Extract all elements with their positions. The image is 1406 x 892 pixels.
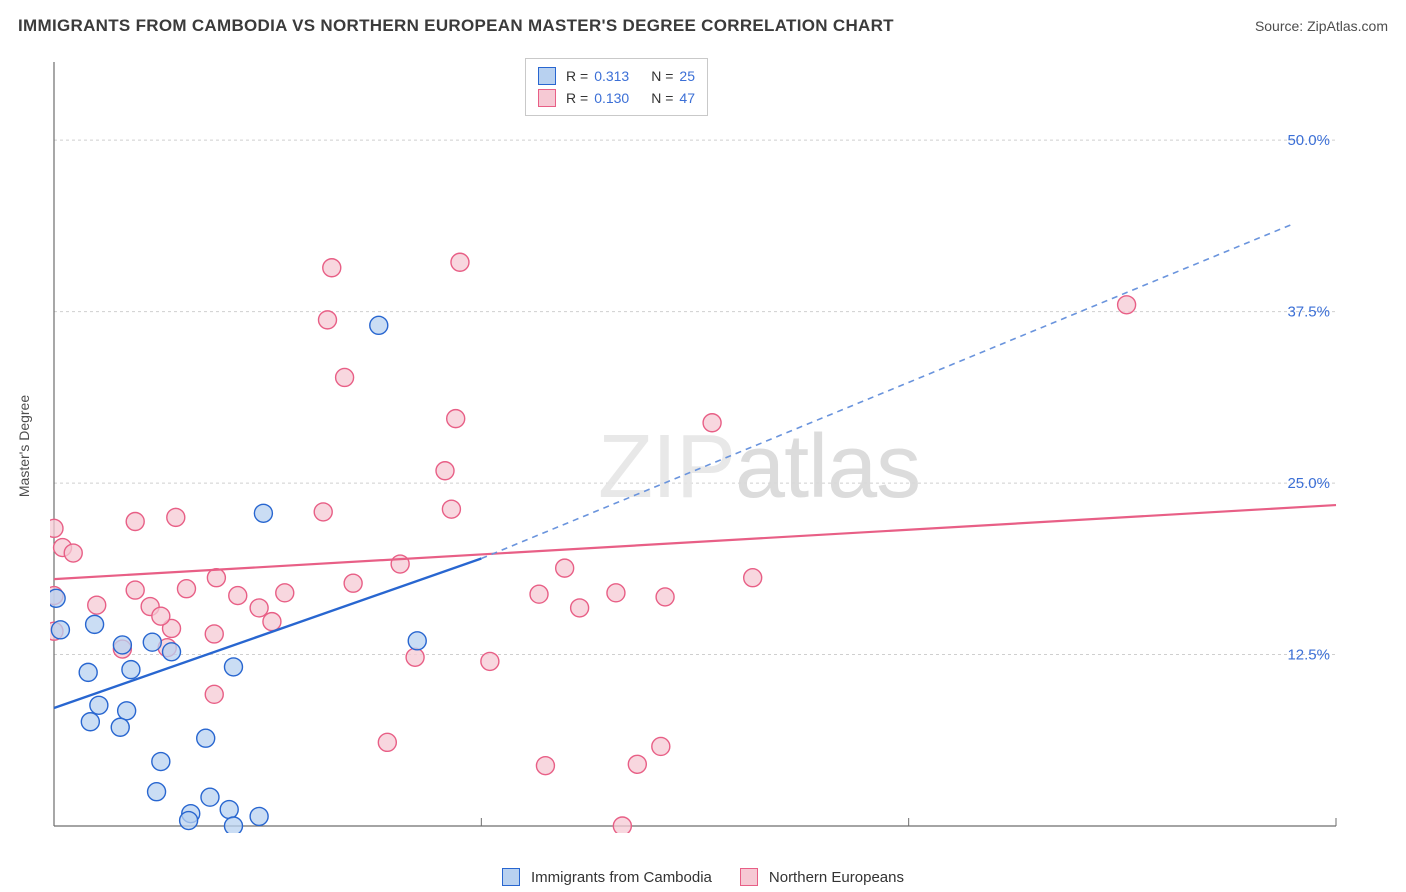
chart-area: ZIPatlas50.0%37.5%25.0%12.5%0.0%60.0%	[50, 58, 1340, 833]
r-label: R =	[566, 65, 588, 87]
legend-label: Northern Europeans	[769, 869, 904, 886]
n-value: 25	[679, 65, 695, 87]
swatch-blue-icon	[502, 868, 520, 886]
point-series-b	[344, 574, 362, 592]
point-series-b	[744, 569, 762, 587]
point-series-b	[451, 253, 469, 271]
scatter-plot: ZIPatlas50.0%37.5%25.0%12.5%0.0%60.0%	[50, 58, 1340, 833]
point-series-b	[205, 625, 223, 643]
point-series-b	[152, 607, 170, 625]
point-series-b	[126, 512, 144, 530]
point-series-b	[336, 368, 354, 386]
point-series-b	[703, 414, 721, 432]
chart-title: IMMIGRANTS FROM CAMBODIA VS NORTHERN EUR…	[18, 16, 894, 36]
y-tick-label: 50.0%	[1287, 132, 1330, 149]
point-series-a	[224, 817, 242, 833]
r-value: 0.130	[594, 87, 629, 109]
point-series-a	[122, 661, 140, 679]
point-series-b	[207, 569, 225, 587]
point-series-a	[254, 504, 272, 522]
point-series-a	[118, 702, 136, 720]
y-tick-label: 12.5%	[1287, 647, 1330, 664]
point-series-b	[229, 587, 247, 605]
y-tick-label: 25.0%	[1287, 475, 1330, 492]
point-series-b	[64, 544, 82, 562]
point-series-b	[613, 817, 631, 833]
point-series-a	[197, 729, 215, 747]
source-prefix: Source:	[1255, 18, 1307, 34]
swatch-pink-icon	[740, 868, 758, 886]
y-axis-title: Master's Degree	[14, 58, 34, 833]
n-value: 47	[679, 87, 695, 109]
point-series-b	[652, 737, 670, 755]
point-series-b	[628, 755, 646, 773]
point-series-b	[323, 259, 341, 277]
legend-row-series-a: R = 0.313 N = 25	[538, 65, 695, 87]
point-series-a	[201, 788, 219, 806]
point-series-a	[51, 621, 69, 639]
swatch-blue-icon	[538, 67, 556, 85]
point-series-a	[250, 807, 268, 825]
source-name: ZipAtlas.com	[1307, 18, 1388, 34]
point-series-a	[180, 812, 198, 830]
legend-item-series-a: Immigrants from Cambodia	[502, 868, 712, 886]
point-series-b	[314, 503, 332, 521]
point-series-a	[163, 643, 181, 661]
r-value: 0.313	[594, 65, 629, 87]
point-series-a	[148, 783, 166, 801]
point-series-b	[447, 410, 465, 428]
point-series-b	[167, 508, 185, 526]
point-series-b	[556, 559, 574, 577]
point-series-b	[656, 588, 674, 606]
point-series-a	[370, 316, 388, 334]
point-series-b	[50, 519, 63, 537]
n-label: N =	[651, 65, 673, 87]
legend-label: Immigrants from Cambodia	[531, 869, 712, 886]
point-series-b	[1118, 296, 1136, 314]
point-series-a	[90, 696, 108, 714]
point-series-b	[177, 580, 195, 598]
watermark: ZIPatlas	[598, 417, 920, 517]
series-legend: Immigrants from Cambodia Northern Europe…	[0, 868, 1406, 886]
point-series-a	[86, 615, 104, 633]
swatch-pink-icon	[538, 89, 556, 107]
point-series-a	[81, 713, 99, 731]
legend-row-series-b: R = 0.130 N = 47	[538, 87, 695, 109]
n-label: N =	[651, 87, 673, 109]
point-series-a	[224, 658, 242, 676]
point-series-a	[113, 636, 131, 654]
point-series-a	[152, 753, 170, 771]
point-series-a	[79, 663, 97, 681]
point-series-b	[88, 596, 106, 614]
point-series-a	[220, 801, 238, 819]
point-series-b	[481, 652, 499, 670]
point-series-b	[571, 599, 589, 617]
point-series-a	[50, 589, 65, 607]
chart-source: Source: ZipAtlas.com	[1255, 18, 1388, 34]
y-tick-label: 37.5%	[1287, 304, 1330, 321]
point-series-b	[318, 311, 336, 329]
point-series-a	[408, 632, 426, 650]
chart-header: IMMIGRANTS FROM CAMBODIA VS NORTHERN EUR…	[18, 16, 1388, 36]
point-series-b	[205, 685, 223, 703]
point-series-a	[143, 633, 161, 651]
point-series-b	[530, 585, 548, 603]
correlation-legend: R = 0.313 N = 25 R = 0.130 N = 47	[525, 58, 708, 116]
point-series-b	[263, 613, 281, 631]
point-series-b	[378, 733, 396, 751]
point-series-b	[442, 500, 460, 518]
point-series-b	[536, 757, 554, 775]
point-series-b	[607, 584, 625, 602]
point-series-b	[436, 462, 454, 480]
point-series-b	[406, 648, 424, 666]
point-series-a	[111, 718, 129, 736]
legend-item-series-b: Northern Europeans	[740, 868, 904, 886]
point-series-b	[126, 581, 144, 599]
point-series-b	[250, 599, 268, 617]
r-label: R =	[566, 87, 588, 109]
point-series-b	[276, 584, 294, 602]
